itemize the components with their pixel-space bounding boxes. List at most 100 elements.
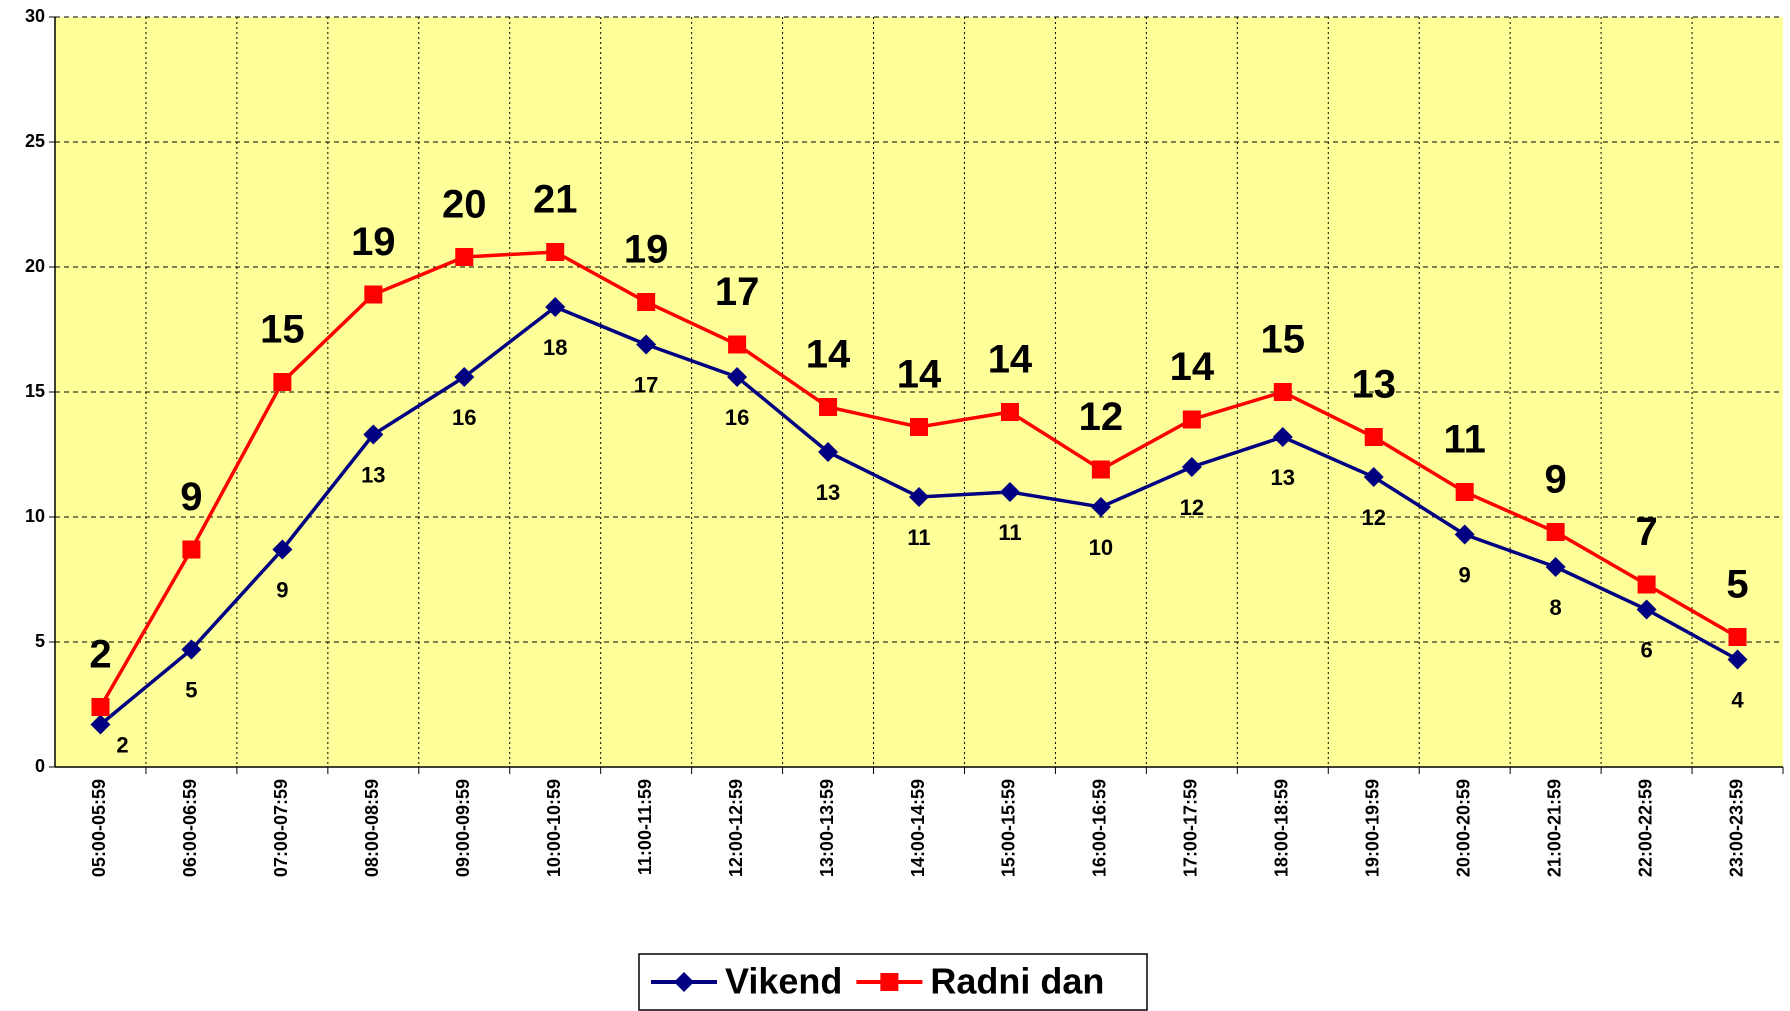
- point: [1546, 523, 1565, 541]
- data-label: 21: [533, 178, 578, 222]
- point: [674, 972, 694, 992]
- x-tick-label: 05:00-05:59: [89, 779, 109, 877]
- x-tick-label: 21:00-21:59: [1544, 779, 1564, 877]
- x-tick-label: 16:00-16:59: [1090, 779, 1110, 877]
- y-tick-label: 5: [35, 631, 45, 651]
- point: [880, 973, 899, 991]
- point: [1181, 457, 1202, 477]
- x-tick-label: 18:00-18:59: [1272, 779, 1292, 877]
- data-label: 13: [1351, 363, 1396, 407]
- point: [1545, 557, 1566, 577]
- data-label: 5: [185, 677, 197, 702]
- point: [546, 243, 565, 261]
- legend-label: Radni dan: [930, 961, 1104, 1002]
- data-label: 10: [1089, 535, 1113, 560]
- data-label: 11: [1444, 418, 1486, 462]
- point: [637, 293, 656, 311]
- point: [1091, 460, 1110, 479]
- data-label: 17: [715, 270, 760, 314]
- point: [1090, 497, 1111, 517]
- point: [1000, 403, 1019, 421]
- data-label: 12: [1361, 505, 1385, 530]
- point: [636, 334, 657, 355]
- point: [1273, 383, 1292, 401]
- y-tick-label: 15: [25, 381, 45, 401]
- x-tick-label: 14:00-14:59: [908, 779, 928, 877]
- point: [909, 487, 929, 507]
- data-label: 7: [1635, 510, 1657, 554]
- point: [818, 442, 839, 462]
- data-label: 12: [1079, 395, 1124, 439]
- point: [1728, 628, 1747, 646]
- data-label: 6: [1640, 637, 1652, 662]
- data-label: 17: [634, 372, 658, 397]
- point: [1182, 410, 1201, 429]
- point: [181, 639, 202, 660]
- data-label: 11: [998, 520, 1021, 545]
- data-label: 2: [89, 633, 111, 677]
- x-tick-label: 10:00-10:59: [544, 779, 564, 877]
- data-label: 12: [1180, 495, 1204, 520]
- x-tick-label: 13:00-13:59: [817, 779, 837, 877]
- data-label: 18: [543, 335, 567, 360]
- data-label: 11: [907, 525, 930, 550]
- point: [364, 285, 383, 304]
- data-label: 19: [351, 220, 396, 264]
- point: [727, 367, 748, 387]
- x-tick-label: 09:00-09:59: [453, 779, 473, 877]
- x-tick-label: 12:00-12:59: [726, 779, 746, 877]
- point: [1363, 467, 1384, 487]
- data-label: 14: [897, 353, 942, 397]
- data-label: 14: [1170, 345, 1215, 389]
- x-tick-label: 19:00-19:59: [1362, 779, 1382, 877]
- data-label: 9: [180, 475, 202, 519]
- point: [91, 698, 110, 716]
- point: [1637, 575, 1656, 594]
- data-label: 13: [1271, 465, 1295, 490]
- data-label: 15: [260, 308, 305, 352]
- data-label: 14: [806, 333, 851, 377]
- point: [1636, 599, 1657, 620]
- x-tick-label: 17:00-17:59: [1181, 779, 1201, 877]
- y-tick-label: 25: [25, 131, 45, 151]
- data-label: 2: [116, 732, 128, 757]
- point: [182, 540, 201, 559]
- point: [454, 367, 475, 387]
- data-label: 13: [361, 462, 385, 487]
- data-label: 9: [1459, 562, 1471, 587]
- point: [910, 418, 928, 436]
- data-label: 15: [1261, 318, 1306, 362]
- point: [1272, 427, 1293, 447]
- x-tick-label: 11:00-11:59: [635, 779, 655, 875]
- point: [819, 398, 838, 416]
- x-tick-label: 15:00-15:59: [999, 779, 1019, 877]
- point: [272, 539, 293, 560]
- data-label: 14: [988, 338, 1033, 382]
- point: [728, 335, 747, 354]
- point: [1454, 524, 1475, 545]
- data-label: 5: [1726, 563, 1748, 607]
- data-label: 8: [1550, 595, 1562, 620]
- x-tick-label: 08:00-08:59: [362, 779, 382, 877]
- x-tick-label: 07:00-07:59: [271, 779, 291, 877]
- y-tick-label: 0: [35, 756, 45, 776]
- y-tick-label: 30: [25, 6, 45, 26]
- x-tick-label: 20:00-20:59: [1453, 779, 1473, 877]
- point: [545, 297, 566, 317]
- y-tick-label: 10: [25, 506, 45, 526]
- y-tick-label: 20: [25, 256, 45, 276]
- data-label: 13: [816, 480, 840, 505]
- data-label: 4: [1731, 687, 1744, 712]
- point: [999, 482, 1020, 502]
- legend-label: Vikend: [725, 961, 842, 1002]
- point: [1727, 649, 1748, 670]
- x-tick-label: 23:00-23:59: [1726, 779, 1746, 877]
- data-label: 19: [624, 228, 669, 272]
- x-tick-label: 22:00-22:59: [1635, 779, 1655, 877]
- point: [1455, 483, 1474, 501]
- point: [363, 424, 384, 445]
- data-label: 9: [1545, 458, 1567, 502]
- x-tick-label: 06:00-06:59: [180, 779, 200, 877]
- point: [273, 373, 292, 391]
